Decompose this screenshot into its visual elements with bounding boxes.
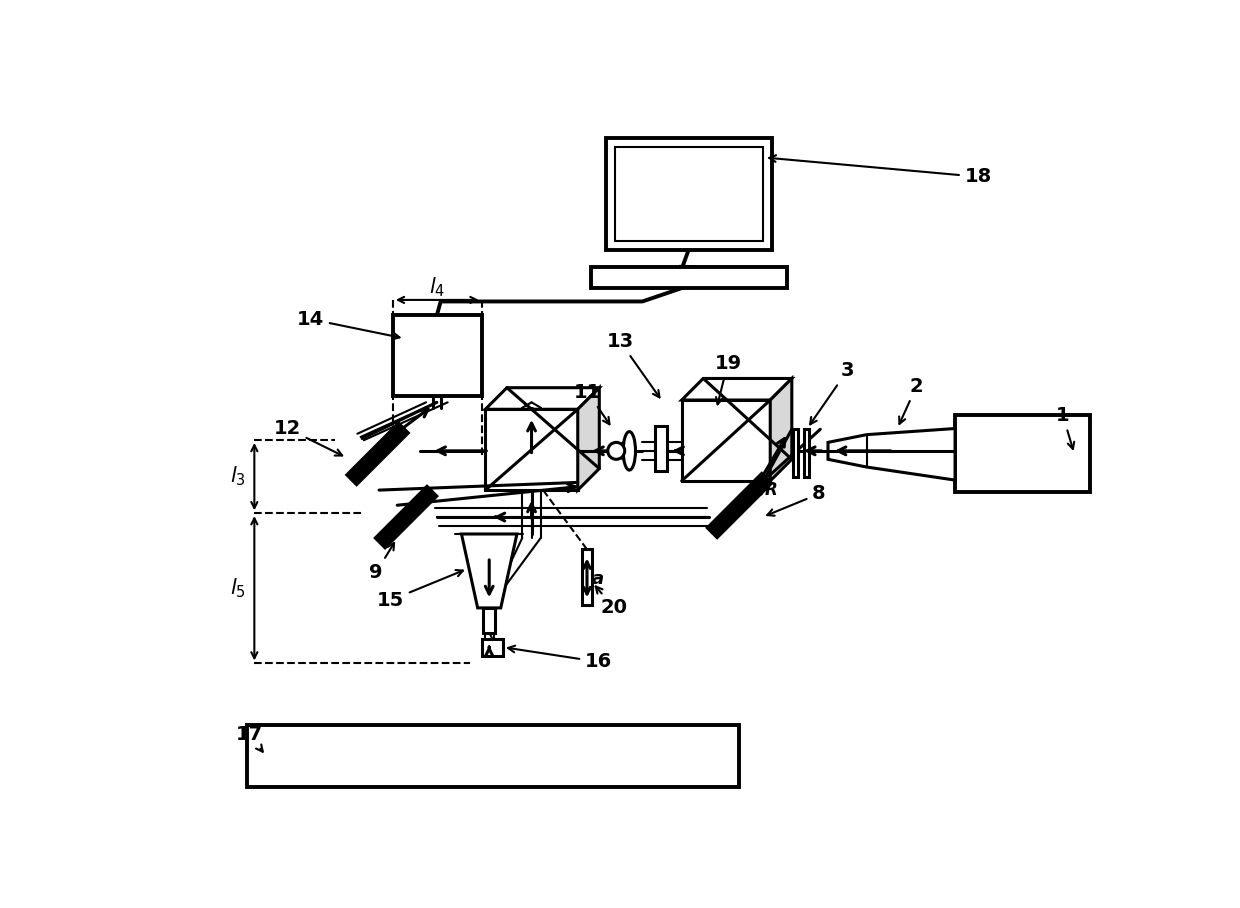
Text: 1: 1	[1056, 406, 1074, 449]
Polygon shape	[578, 388, 599, 490]
Bar	[655, 426, 667, 471]
Bar	[794, 429, 799, 477]
Text: 9: 9	[370, 543, 394, 582]
Text: 8: 8	[768, 485, 826, 516]
Bar	[682, 400, 770, 481]
Bar	[582, 549, 593, 605]
Polygon shape	[682, 379, 792, 400]
Text: 17: 17	[236, 725, 263, 752]
Text: 18: 18	[769, 155, 992, 186]
Text: 11: 11	[574, 383, 610, 424]
Bar	[955, 416, 1090, 492]
Polygon shape	[828, 429, 955, 480]
Ellipse shape	[624, 431, 635, 470]
Text: R: R	[765, 481, 777, 499]
Bar	[590, 267, 787, 289]
Polygon shape	[461, 534, 517, 608]
Bar	[804, 429, 808, 477]
Polygon shape	[376, 487, 436, 548]
Bar	[484, 608, 495, 633]
Polygon shape	[485, 388, 599, 410]
Text: 14: 14	[296, 310, 399, 340]
Text: 20: 20	[595, 587, 627, 617]
Text: 2: 2	[899, 377, 924, 424]
Circle shape	[608, 442, 625, 459]
Text: 15: 15	[377, 570, 463, 609]
Bar	[485, 410, 578, 490]
Polygon shape	[347, 423, 408, 485]
Text: a: a	[591, 569, 604, 587]
Bar	[606, 138, 771, 250]
Text: 3: 3	[810, 361, 854, 424]
Text: 19: 19	[714, 353, 742, 404]
Bar	[481, 638, 503, 656]
Text: 13: 13	[606, 332, 660, 398]
Text: 12: 12	[274, 419, 342, 456]
Bar	[615, 147, 763, 241]
Text: $l_3$: $l_3$	[229, 465, 246, 489]
Polygon shape	[707, 473, 771, 538]
Bar	[247, 725, 739, 786]
Text: 16: 16	[508, 646, 613, 671]
Bar	[393, 315, 481, 396]
Text: $l_4$: $l_4$	[429, 276, 445, 300]
Polygon shape	[770, 379, 792, 481]
Text: $l_5$: $l_5$	[229, 577, 246, 600]
